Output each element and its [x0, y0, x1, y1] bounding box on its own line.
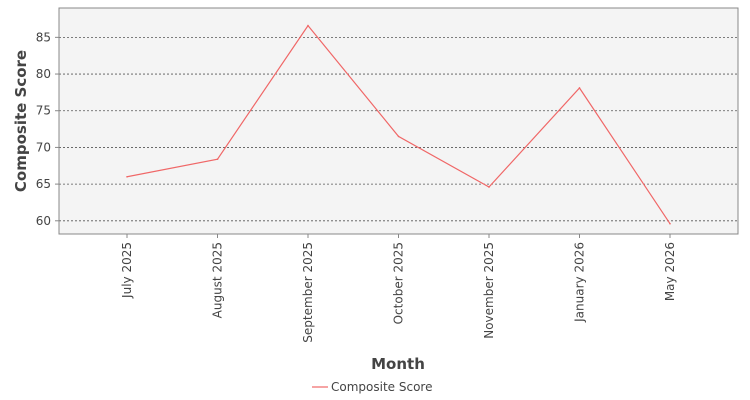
- y-tick-label: 85: [36, 30, 51, 44]
- legend-label-composite-score: Composite Score: [331, 380, 432, 394]
- x-tick-label: May 2026: [663, 242, 677, 301]
- data-point: [669, 222, 671, 225]
- plot-border: [58, 7, 739, 235]
- data-point: [307, 24, 309, 27]
- x-tick-label: January 2026: [573, 242, 587, 323]
- data-point: [126, 175, 128, 178]
- y-tick-label: 70: [36, 140, 51, 154]
- x-tick-label: November 2025: [482, 242, 496, 339]
- x-axis-ticks: July 2025 August 2025 September 2025 Octobe…: [120, 234, 677, 343]
- x-tick-label: October 2025: [392, 242, 406, 324]
- data-point: [488, 186, 490, 188]
- legend: Composite Score: [312, 380, 432, 394]
- data-point: [216, 158, 219, 160]
- y-axis-ticks: 60 65 70 75 80 85: [36, 30, 59, 228]
- y-tick-label: 60: [36, 214, 51, 228]
- x-tick-label: September 2025: [301, 242, 315, 343]
- x-tick-label: July 2025: [120, 242, 134, 299]
- data-point: [397, 135, 400, 138]
- data-point: [578, 87, 581, 89]
- y-axis-title: Composite Score: [12, 50, 30, 192]
- y-tick-label: 80: [36, 67, 51, 81]
- gridlines: [59, 36, 738, 222]
- series-layer: [126, 24, 671, 225]
- y-tick-label: 65: [36, 177, 51, 191]
- x-tick-label: August 2025: [211, 242, 225, 318]
- y-tick-label: 75: [36, 104, 51, 118]
- plot-area: [59, 8, 738, 234]
- x-axis-title: Month: [371, 355, 425, 373]
